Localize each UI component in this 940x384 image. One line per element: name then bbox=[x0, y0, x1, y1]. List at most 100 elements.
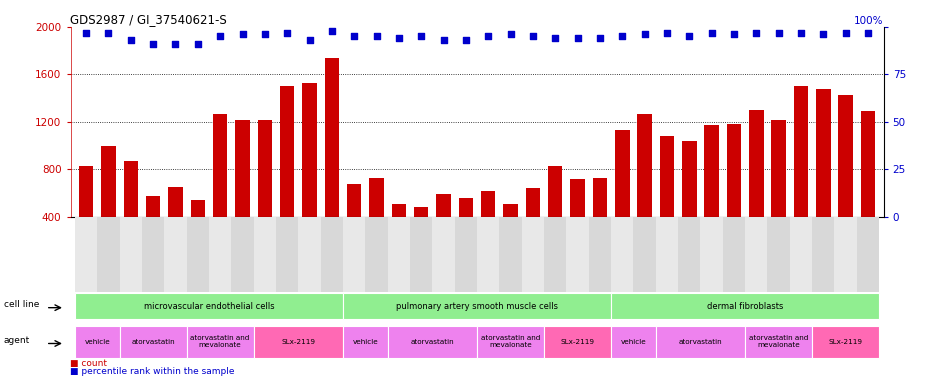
Bar bbox=[164, 217, 187, 292]
Point bbox=[727, 31, 742, 38]
Bar bbox=[347, 184, 362, 265]
Point bbox=[659, 30, 674, 36]
Bar bbox=[790, 217, 812, 292]
Point bbox=[860, 30, 875, 36]
Bar bbox=[79, 166, 93, 265]
Bar bbox=[123, 161, 138, 265]
Bar bbox=[414, 207, 429, 265]
Bar bbox=[324, 58, 339, 265]
Bar bbox=[481, 191, 495, 265]
Bar bbox=[387, 217, 410, 292]
Text: GDS2987 / GI_37540621-S: GDS2987 / GI_37540621-S bbox=[70, 13, 227, 26]
Bar bbox=[793, 86, 808, 265]
Bar bbox=[772, 119, 786, 265]
Text: atorvastatin and
mevalonate: atorvastatin and mevalonate bbox=[191, 335, 250, 348]
Bar bbox=[861, 111, 875, 265]
Bar bbox=[856, 217, 879, 292]
Point bbox=[749, 30, 764, 36]
Point bbox=[704, 30, 719, 36]
Bar bbox=[366, 217, 387, 292]
Text: atorvastatin: atorvastatin bbox=[132, 339, 175, 345]
Bar bbox=[767, 217, 790, 292]
Bar bbox=[548, 166, 562, 265]
Bar bbox=[499, 217, 522, 292]
Point bbox=[101, 30, 116, 36]
Bar bbox=[723, 217, 745, 292]
Bar bbox=[588, 217, 611, 292]
Text: agent: agent bbox=[4, 336, 30, 344]
Point bbox=[212, 33, 227, 40]
Bar bbox=[187, 217, 209, 292]
Bar bbox=[459, 198, 473, 265]
Bar bbox=[119, 217, 142, 292]
Text: atorvastatin: atorvastatin bbox=[411, 339, 454, 345]
Text: vehicle: vehicle bbox=[352, 339, 378, 345]
Bar bbox=[816, 89, 831, 265]
Point bbox=[548, 35, 563, 41]
Bar bbox=[477, 326, 544, 358]
Point bbox=[637, 31, 652, 38]
Bar bbox=[682, 141, 697, 265]
Bar bbox=[102, 146, 116, 265]
Bar bbox=[812, 217, 835, 292]
Bar bbox=[700, 217, 723, 292]
Bar bbox=[704, 126, 719, 265]
Point bbox=[503, 31, 518, 38]
Bar bbox=[75, 326, 119, 358]
Bar bbox=[321, 217, 343, 292]
Point bbox=[592, 35, 607, 41]
Bar bbox=[343, 326, 387, 358]
Point bbox=[816, 31, 831, 38]
Bar bbox=[611, 217, 634, 292]
Point bbox=[570, 35, 585, 41]
Point bbox=[190, 41, 205, 47]
Point bbox=[771, 30, 786, 36]
Bar bbox=[637, 114, 651, 265]
Text: ■ percentile rank within the sample: ■ percentile rank within the sample bbox=[70, 367, 235, 376]
Point bbox=[324, 28, 339, 34]
Bar bbox=[678, 217, 700, 292]
Bar bbox=[258, 119, 272, 265]
Bar bbox=[611, 326, 656, 358]
Bar bbox=[436, 194, 451, 265]
Bar bbox=[235, 119, 250, 265]
Bar bbox=[119, 326, 187, 358]
Bar bbox=[191, 200, 205, 265]
Text: 100%: 100% bbox=[854, 16, 884, 26]
Bar bbox=[745, 326, 812, 358]
Bar bbox=[410, 217, 432, 292]
Text: SLx-2119: SLx-2119 bbox=[281, 339, 315, 345]
Point bbox=[347, 33, 362, 40]
Bar bbox=[615, 130, 630, 265]
Point bbox=[168, 41, 183, 47]
Bar bbox=[298, 217, 321, 292]
Text: ■ count: ■ count bbox=[70, 359, 107, 368]
Bar bbox=[455, 217, 477, 292]
Bar bbox=[660, 136, 674, 265]
Bar bbox=[369, 178, 384, 265]
Bar bbox=[212, 114, 227, 265]
Bar bbox=[835, 217, 856, 292]
Text: microvascular endothelial cells: microvascular endothelial cells bbox=[144, 302, 274, 311]
Text: atorvastatin: atorvastatin bbox=[679, 339, 722, 345]
Point bbox=[369, 33, 384, 40]
Bar bbox=[187, 326, 254, 358]
Bar bbox=[838, 94, 853, 265]
Bar bbox=[432, 217, 455, 292]
Bar bbox=[231, 217, 254, 292]
Bar bbox=[656, 217, 678, 292]
Bar bbox=[611, 293, 879, 319]
Bar bbox=[142, 217, 164, 292]
Bar bbox=[571, 179, 585, 265]
Bar bbox=[544, 217, 567, 292]
Bar bbox=[749, 110, 763, 265]
Point bbox=[391, 35, 406, 41]
Bar bbox=[503, 204, 518, 265]
Bar bbox=[522, 217, 544, 292]
Bar bbox=[525, 189, 540, 265]
Bar bbox=[387, 326, 477, 358]
Bar bbox=[303, 83, 317, 265]
Point bbox=[414, 33, 429, 40]
Bar bbox=[343, 217, 366, 292]
Point bbox=[525, 33, 540, 40]
